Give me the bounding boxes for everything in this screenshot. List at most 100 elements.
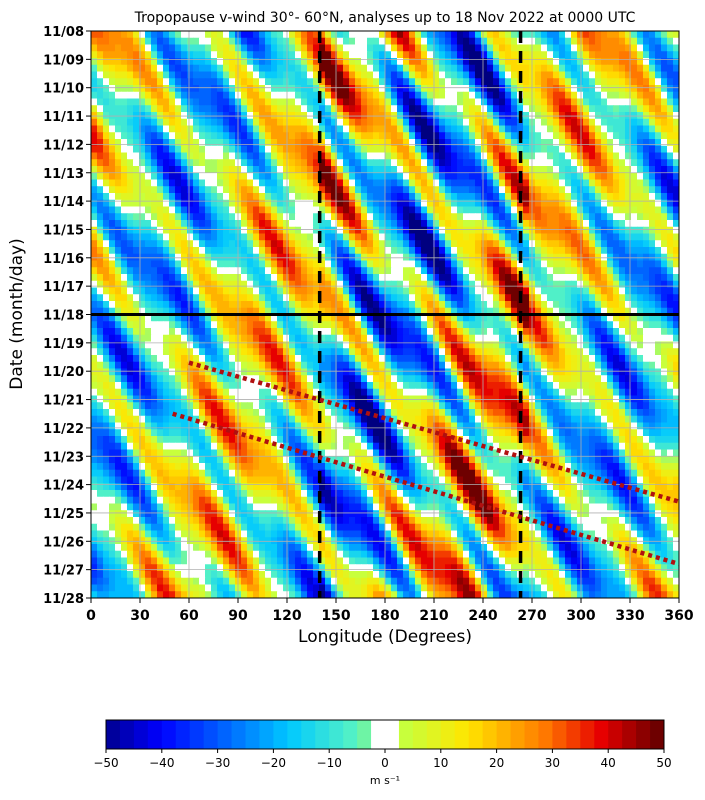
heatmap-cell [127,247,134,255]
heatmap-cell [649,118,656,127]
heatmap-cell [367,193,374,201]
heatmap-cell [319,368,326,376]
heatmap-cell [109,233,116,241]
heatmap-cell [367,280,374,289]
heatmap-cell [613,233,620,241]
heatmap-cell [649,51,656,59]
heatmap-cell [259,321,266,329]
heatmap-cell [307,355,314,363]
heatmap-cell [649,294,656,302]
heatmap-cell [199,91,206,100]
heatmap-cell [595,226,602,235]
heatmap-cell [433,213,440,221]
heatmap-cell [181,31,188,39]
heatmap-cell [325,307,332,316]
heatmap-cell [121,240,128,248]
heatmap-cell [157,58,164,66]
heatmap-cell [349,91,356,100]
heatmap-cell [463,186,470,194]
heatmap-cell [391,64,398,73]
heatmap-cell [643,280,650,289]
heatmap-cell [91,267,98,275]
heatmap-cell [325,37,332,46]
heatmap-cell [97,328,104,336]
heatmap-cell [487,307,494,316]
heatmap-cell [517,125,524,133]
heatmap-cell [253,37,260,46]
heatmap-cell [643,348,650,356]
heatmap-cell [295,44,302,52]
heatmap-cell [343,348,350,356]
heatmap-cell [361,44,368,52]
heatmap-cell [667,145,674,154]
heatmap-cell [217,274,224,282]
heatmap-cell [565,98,572,106]
heatmap-cell [109,334,116,343]
heatmap-cell [157,260,164,268]
heatmap-cell [277,287,284,295]
heatmap-cell [475,186,482,194]
heatmap-cell [265,328,272,336]
heatmap-cell [625,334,632,343]
heatmap-cell [427,355,434,363]
heatmap-cell [565,274,572,282]
heatmap-cell [601,220,608,228]
heatmap-cell [139,260,146,268]
heatmap-cell [427,280,434,289]
heatmap-cell [463,213,470,221]
heatmap-cell [223,220,230,228]
heatmap-cell [661,166,668,174]
heatmap-cell [229,220,236,228]
heatmap-cell [373,51,380,59]
heatmap-cell [553,58,560,66]
heatmap-cell [433,159,440,167]
heatmap-cell [307,247,314,255]
heatmap-cell [343,118,350,127]
heatmap-cell [373,334,380,343]
heatmap-cell [427,348,434,356]
heatmap-cell [415,361,422,370]
heatmap-cell [247,78,254,86]
heatmap-cell [91,64,98,73]
heatmap-cell [379,294,386,302]
heatmap-cell [301,159,308,167]
heatmap-cell [499,220,506,228]
heatmap-cell [403,179,410,187]
heatmap-cell [631,368,638,376]
heatmap-cell [439,71,446,79]
heatmap-cell [181,341,188,349]
heatmap-cell [91,260,98,268]
heatmap-cell [565,125,572,133]
heatmap-cell [469,51,476,59]
heatmap-cell [463,118,470,127]
heatmap-cell [475,260,482,268]
heatmap-cell [145,91,152,100]
heatmap-cell [571,159,578,167]
heatmap-cell [115,58,122,66]
heatmap-cell [469,125,476,133]
heatmap-cell [133,355,140,363]
heatmap-cell [571,314,578,322]
heatmap-cell [433,31,440,39]
heatmap-cell [487,118,494,127]
heatmap-cell [157,152,164,160]
heatmap-cell [577,125,584,133]
heatmap-cell [385,152,392,160]
heatmap-cell [259,226,266,235]
heatmap-cell [229,125,236,133]
heatmap-cell [103,247,110,255]
heatmap-cell [475,91,482,100]
heatmap-cell [487,348,494,356]
heatmap-cell [139,166,146,174]
heatmap-cell [325,328,332,336]
heatmap-cell [103,361,110,370]
heatmap-cell [223,31,230,39]
heatmap-cell [205,361,212,370]
heatmap-cell [127,368,134,376]
heatmap-cell [337,166,344,174]
heatmap-cell [583,321,590,329]
heatmap-cell [559,294,566,302]
heatmap-cell [673,314,679,322]
heatmap-cell [475,226,482,235]
heatmap-cell [295,260,302,268]
